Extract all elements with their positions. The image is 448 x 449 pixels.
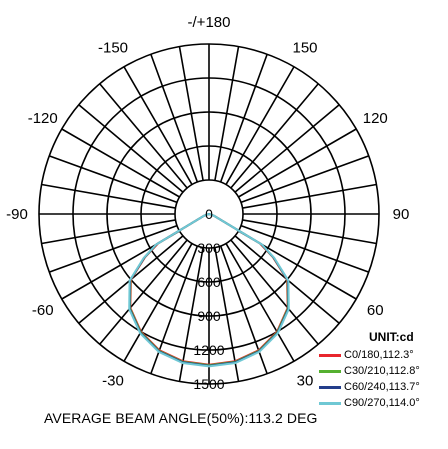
radial-tick-label: 1500: [193, 376, 224, 392]
legend-label: C60/240,113.7°: [344, 381, 420, 393]
angle-tick-labels: -/+180 150 -150 120 -120 90 -90 60 -60 30 -30: [6, 14, 409, 389]
legend-label: C0/180,112.3°: [344, 349, 414, 361]
legend-item: C0/180,112.3°: [319, 347, 420, 363]
angle-tick-label: -120: [28, 110, 58, 127]
angle-tick-label: 30: [297, 372, 314, 389]
polar-ring: [106, 111, 312, 317]
legend-item: C90/270,114.0°: [319, 395, 420, 411]
angle-tick-label: -150: [98, 40, 128, 57]
legend: C0/180,112.3° C30/210,112.8° C60/240,113.7…: [319, 347, 420, 411]
angle-tick-label: -30: [102, 372, 124, 389]
legend-item: C60/240,113.7°: [319, 379, 420, 395]
legend-label: C90/270,114.0°: [344, 397, 420, 409]
angle-tick-label: 120: [363, 110, 388, 127]
unit-label: UNIT:cd: [369, 330, 414, 344]
angle-tick-label: -60: [32, 302, 54, 319]
angle-tick-label: -/+180: [188, 14, 231, 31]
legend-swatch: [319, 385, 341, 389]
angle-tick-label: -90: [6, 206, 28, 223]
polar-grid: [38, 43, 380, 385]
legend-swatch: [319, 401, 341, 405]
polar-ring: [72, 77, 346, 351]
radial-tick-label: 1200: [193, 342, 224, 358]
intensity-curve: [128, 213, 290, 368]
polar-ring: [140, 145, 278, 283]
radial-tick-label: 0: [205, 206, 213, 222]
polar-ring: [38, 43, 380, 385]
radial-tick-label: 600: [197, 274, 221, 290]
angle-tick-label: 150: [292, 40, 317, 57]
beam-angle-footer: AVERAGE BEAM ANGLE(50%):113.2 DEG: [44, 410, 318, 426]
polar-ring: [174, 179, 244, 249]
legend-label: C30/210,112.8°: [344, 365, 420, 377]
legend-item: C30/210,112.8°: [319, 363, 420, 379]
legend-swatch: [319, 353, 341, 357]
angle-tick-label: 90: [393, 206, 410, 223]
radial-tick-label: 900: [197, 308, 221, 324]
radial-tick-label: 300: [197, 240, 221, 256]
legend-swatch: [319, 369, 341, 373]
intensity-curves: [128, 213, 290, 368]
radial-tick-labels: 0 300 600 900 1200 1500: [193, 206, 224, 392]
angle-tick-label: 60: [367, 302, 384, 319]
